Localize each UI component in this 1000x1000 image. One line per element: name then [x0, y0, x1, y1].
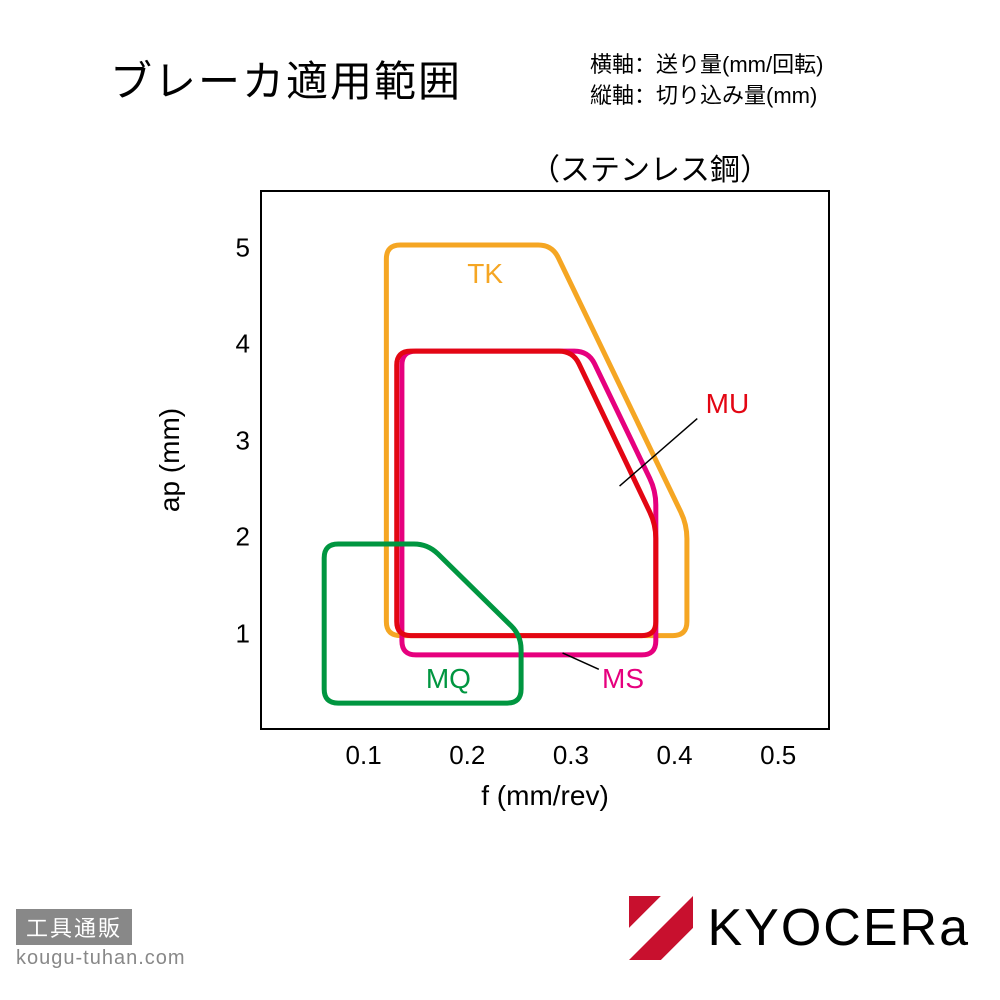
y-tick: 5: [220, 232, 250, 263]
x-tick: 0.3: [553, 740, 589, 771]
region-ms: [402, 351, 656, 655]
axis-note-x: 横軸：送り量(mm/回転): [590, 50, 823, 81]
kyocera-icon: [629, 896, 693, 960]
y-tick: 2: [220, 522, 250, 553]
leader-mu: [620, 419, 698, 487]
y-tick: 4: [220, 329, 250, 360]
x-axis-label: f (mm/rev): [481, 780, 609, 812]
region-mq: [324, 544, 521, 703]
region-label-mq: MQ: [426, 663, 471, 695]
x-tick: 0.4: [656, 740, 692, 771]
region-tk: [386, 245, 687, 636]
x-tick: 0.1: [346, 740, 382, 771]
region-mu: [397, 351, 656, 635]
brand-logo: KYOCERa: [629, 896, 970, 960]
regions-svg: [262, 192, 832, 732]
axis-notes: 横軸：送り量(mm/回転) 縦軸：切り込み量(mm): [590, 50, 823, 112]
region-label-ms: MS: [602, 663, 644, 695]
subtitle: （ステンレス鋼）: [530, 145, 770, 189]
chart: ap (mm) f (mm/rev) 1 2 3 4 5 0.1 0.2 0.3 0.4 0.5 T…: [140, 190, 860, 810]
x-tick: 0.2: [449, 740, 485, 771]
footer-url: kougu-tuhan.com: [16, 947, 186, 970]
brand-logo-text: KYOCERa: [707, 898, 970, 958]
x-tick: 0.5: [760, 740, 796, 771]
plot-area: [260, 190, 830, 730]
footer-badge: 工具通販: [16, 909, 132, 945]
page-title: ブレーカ適用範囲: [110, 48, 462, 109]
y-tick: 1: [220, 618, 250, 649]
region-label-mu: MU: [706, 388, 750, 420]
axis-note-y: 縦軸：切り込み量(mm): [590, 81, 823, 112]
region-label-tk: TK: [467, 258, 503, 290]
y-axis-label: ap (mm): [154, 408, 186, 512]
y-tick: 3: [220, 425, 250, 456]
